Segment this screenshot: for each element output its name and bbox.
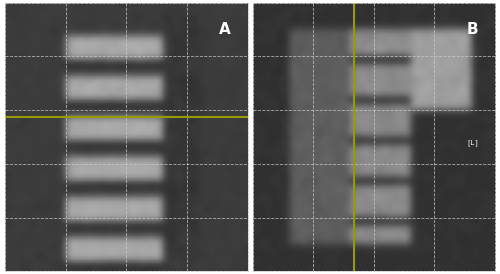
Text: B: B — [466, 22, 478, 36]
Text: A: A — [219, 22, 230, 36]
Text: [L]: [L] — [466, 139, 478, 146]
